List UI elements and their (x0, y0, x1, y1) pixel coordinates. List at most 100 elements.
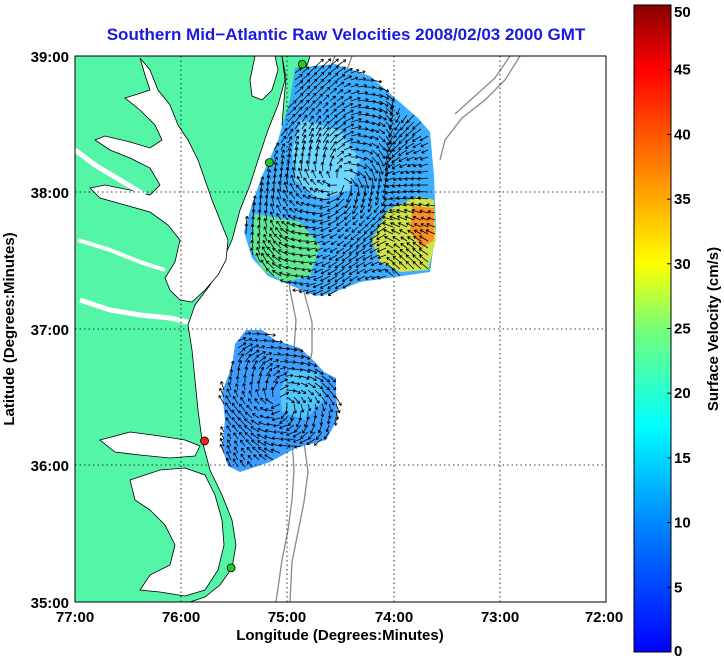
y-tick-label: 38:00 (31, 185, 69, 202)
velocity-arrow (314, 403, 319, 411)
velocity-arrow (308, 261, 317, 265)
velocity-arrow (343, 75, 352, 81)
velocity-arrow (225, 402, 232, 412)
velocity-arrow (276, 196, 282, 207)
velocity-arrow (400, 170, 408, 175)
velocity-arrow (350, 170, 361, 176)
velocity-arrow (307, 431, 316, 440)
velocity-arrow (269, 219, 275, 228)
velocity-arrow (267, 239, 275, 249)
velocity-arrow (336, 74, 346, 81)
velocity-arrow (342, 247, 352, 255)
x-axis: 77:00 76:00 75:00 74:00 73:00 72:00 Long… (56, 609, 623, 644)
velocity-arrow (426, 222, 436, 228)
velocity-arrow (296, 184, 303, 193)
velocity-arrow (343, 205, 352, 215)
velocity-arrow (314, 368, 324, 375)
james-river (79, 297, 189, 325)
velocity-arrow (407, 163, 415, 168)
velocity-arrow (248, 390, 253, 398)
velocity-arrow (336, 66, 346, 74)
velocity-arrow (329, 155, 335, 165)
velocity-arrow (357, 226, 366, 234)
velocity-arrow (254, 398, 260, 405)
velocity-arrow (320, 275, 331, 282)
velocity-arrow (322, 139, 329, 151)
velocity-arrow (312, 204, 324, 208)
station-marker (200, 436, 209, 446)
velocity-arrow (406, 242, 415, 249)
velocity-arrow (343, 160, 352, 165)
velocity-arrow (350, 96, 361, 102)
velocity-arrow (276, 220, 282, 228)
velocity-arrow (384, 163, 394, 171)
velocity-arrow (299, 253, 310, 258)
velocity-arrow (329, 141, 337, 151)
velocity-arrow (321, 261, 331, 267)
velocity-arrow (291, 222, 303, 228)
velocity-arrow (236, 367, 241, 377)
velocity-arrow (378, 128, 386, 135)
velocity-arrow (378, 212, 387, 221)
velocity-arrow (350, 117, 362, 123)
velocity-arrow (322, 108, 329, 116)
velocity-arrow (336, 81, 345, 88)
velocity-arrow (301, 107, 309, 116)
velocity-arrow (292, 438, 302, 443)
velocity-arrow (301, 66, 310, 74)
velocity-arrow (336, 240, 345, 247)
velocity-arrow (412, 135, 422, 142)
colorbar-label: Surface Velocity (cm/s) (705, 247, 722, 411)
velocity-arrow (238, 431, 246, 440)
velocity-arrow (327, 410, 332, 419)
velocity-arrow (329, 134, 338, 144)
velocity-arrow (356, 233, 366, 241)
velocity-arrow (287, 136, 293, 144)
velocity-arrow (360, 198, 366, 208)
velocity-arrow (301, 122, 307, 130)
velocity-arrow (293, 396, 300, 404)
velocity-arrow (343, 67, 353, 74)
velocity-arrow (355, 240, 366, 248)
velocity-arrow (393, 243, 401, 249)
velocity-arrow (307, 254, 317, 259)
velocity-arrow (390, 222, 401, 228)
velocity-arrow (293, 354, 304, 359)
velocity-arrow (256, 224, 261, 235)
velocity-arrow (328, 375, 337, 383)
velocity-arrow (315, 101, 323, 109)
velocity-arrow (256, 380, 261, 391)
velocity-arrow (397, 215, 408, 221)
velocity-arrow (388, 128, 394, 139)
velocity-arrow (242, 383, 246, 391)
velocity-arrow (385, 269, 394, 277)
velocity-arrow (379, 205, 387, 214)
velocity-arrow (270, 203, 275, 214)
velocity-arrow (238, 410, 246, 419)
velocity-arrow (282, 206, 289, 214)
velocity-arrow (300, 354, 311, 360)
velocity-arrow (323, 431, 330, 440)
velocity-arrow (294, 274, 303, 278)
velocity-arrow (398, 222, 408, 228)
velocity-arrow (300, 361, 311, 367)
velocity-arrow (343, 153, 352, 158)
colorbar-tick-label: 10 (674, 515, 691, 532)
velocity-arrow (292, 288, 303, 293)
velocity-arrow (376, 240, 387, 247)
velocity-arrow (399, 249, 408, 256)
velocity-arrow (300, 431, 309, 439)
velocity-arrow (244, 337, 253, 342)
velocity-arrow (308, 127, 314, 137)
velocity-arrow (389, 209, 401, 214)
velocity-arrow (246, 404, 253, 412)
velocity-arrow (304, 225, 317, 230)
potomac-river (75, 148, 147, 198)
velocity-arrow (307, 375, 317, 381)
velocity-arrow (228, 376, 233, 384)
velocity-arrow (315, 261, 324, 266)
velocity-arrow (329, 65, 339, 74)
velocity-arrow (259, 414, 267, 419)
velocity-arrow (293, 153, 298, 165)
velocity-arrow (383, 228, 394, 235)
